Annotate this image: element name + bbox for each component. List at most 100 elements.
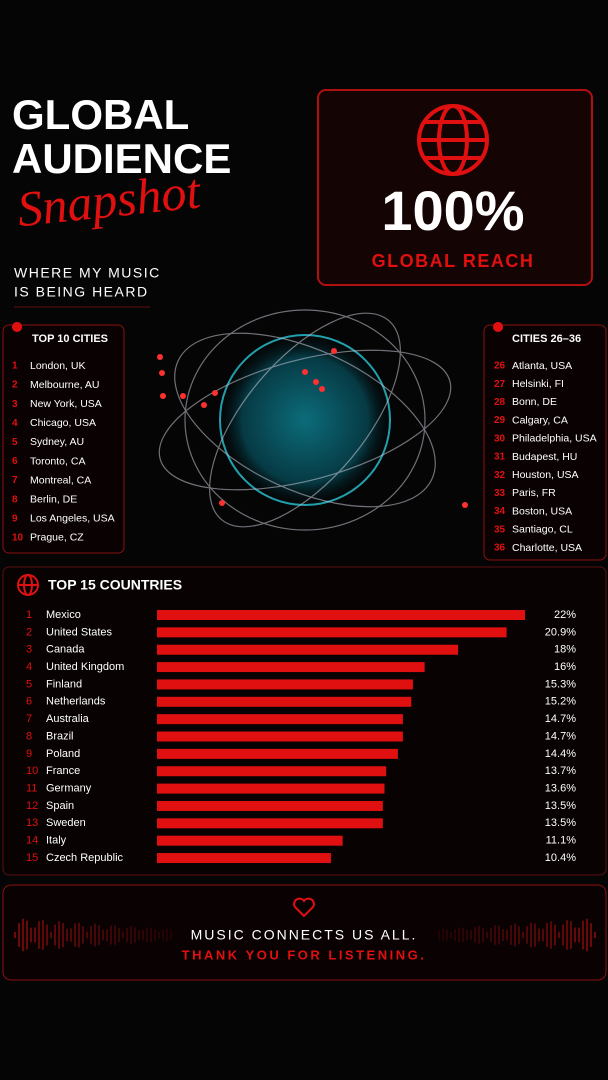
rank: 7 xyxy=(26,713,32,725)
city-rank: 1 xyxy=(12,361,18,372)
wave-bar xyxy=(42,920,44,950)
y-tick-label: Finland xyxy=(46,678,82,690)
wave-bar xyxy=(86,931,88,939)
city-rank: 2 xyxy=(12,380,18,391)
city-name: Bonn, DE xyxy=(512,396,557,408)
y-tick-label: United States xyxy=(46,626,113,638)
wave-bar xyxy=(98,925,100,945)
city-name: Santiago, CL xyxy=(512,524,573,536)
city-rank: 34 xyxy=(494,506,506,517)
cities-title: TOP 10 CITIES xyxy=(32,333,108,345)
rank: 3 xyxy=(26,644,32,656)
value-label: 13.5% xyxy=(545,800,576,812)
wave-bar xyxy=(102,929,104,941)
wave-bar xyxy=(150,927,152,943)
footer-box xyxy=(2,884,607,981)
y-tick-label: Netherlands xyxy=(46,696,106,708)
bar xyxy=(157,835,343,846)
wave-bar xyxy=(582,920,584,950)
rank: 11 xyxy=(26,783,37,795)
wave-bar xyxy=(542,928,544,942)
wave-bar xyxy=(490,927,492,943)
value-label: 13.7% xyxy=(545,765,576,777)
wave-bar xyxy=(82,926,84,944)
city-name: Montreal, CA xyxy=(30,474,91,486)
wave-bar xyxy=(442,928,444,942)
rank: 12 xyxy=(26,800,38,812)
y-tick-label: Mexico xyxy=(46,609,81,621)
bar xyxy=(157,714,403,725)
reach-box xyxy=(317,89,593,286)
wave-bar xyxy=(514,923,516,947)
bar xyxy=(157,610,525,620)
wave-bar xyxy=(110,925,112,945)
bar xyxy=(157,696,412,707)
wave-bar xyxy=(502,929,504,941)
wave-bar xyxy=(522,931,524,939)
globe-icon xyxy=(417,104,489,176)
wave-bar xyxy=(90,926,92,944)
title: GLOBAL xyxy=(12,91,189,138)
bar xyxy=(157,783,385,794)
bar xyxy=(157,627,507,638)
wave-bar xyxy=(46,924,48,946)
globe-icon xyxy=(17,574,39,596)
city-rank: 6 xyxy=(12,456,18,467)
city-rank: 32 xyxy=(494,470,506,481)
city-rank: 33 xyxy=(494,488,506,499)
wave-bar xyxy=(498,925,500,945)
city-rank: 30 xyxy=(494,433,506,444)
value-label: 10.4% xyxy=(545,852,576,864)
y-tick-label: Brazil xyxy=(46,730,74,742)
y-tick-label: Czech Republic xyxy=(46,852,124,864)
rank: 9 xyxy=(26,748,32,760)
value-label: 14.7% xyxy=(545,713,576,725)
city-rank: 26 xyxy=(494,361,506,372)
wave-bar xyxy=(470,930,472,940)
wave-bar xyxy=(62,922,64,948)
wave-bar xyxy=(126,927,128,943)
wave-bar xyxy=(26,920,28,950)
city-rank: 5 xyxy=(12,437,18,448)
wave-bar xyxy=(158,931,160,939)
value-label: 13.5% xyxy=(545,817,576,829)
rank: 6 xyxy=(26,696,32,708)
sound-wave xyxy=(14,918,596,952)
footer-line: THANK YOU FOR LISTENING. xyxy=(182,947,427,962)
wave-bar xyxy=(38,921,40,949)
y-tick-label: Italy xyxy=(46,835,67,847)
bar xyxy=(157,853,331,864)
value-label: 15.3% xyxy=(545,678,576,690)
chart-title: TOP 15 COUNTRIES xyxy=(48,577,182,593)
value-label: 18% xyxy=(554,644,576,656)
wave-bar xyxy=(530,922,532,948)
city-name: Philadelphia, USA xyxy=(512,433,597,445)
wave-bar xyxy=(518,926,520,944)
wave-bar xyxy=(162,929,164,941)
pin-icon xyxy=(493,322,504,344)
wave-bar xyxy=(454,929,456,941)
wave-bar xyxy=(106,929,108,941)
value-label: 11.1% xyxy=(546,835,577,847)
wave-bar xyxy=(94,923,96,947)
city-rank: 8 xyxy=(12,494,18,505)
y-tick-label: Spain xyxy=(46,800,74,812)
heart-icon xyxy=(293,897,315,918)
wave-bar xyxy=(586,918,588,952)
rank: 5 xyxy=(26,678,32,690)
wave-bar xyxy=(566,920,568,950)
wave-bar xyxy=(446,929,448,941)
wave-bar xyxy=(466,929,468,941)
wave-bar xyxy=(30,927,32,943)
city-rank: 9 xyxy=(12,513,18,524)
wave-bar xyxy=(54,924,56,946)
wave-bar xyxy=(34,927,36,943)
rank: 14 xyxy=(26,835,38,847)
bar xyxy=(157,679,413,690)
wave-bar xyxy=(594,932,596,938)
pin-icon xyxy=(12,322,23,344)
city-name: Atlanta, USA xyxy=(512,360,572,372)
city-name: Helsinki, FI xyxy=(512,378,564,390)
wave-bar xyxy=(546,922,548,948)
